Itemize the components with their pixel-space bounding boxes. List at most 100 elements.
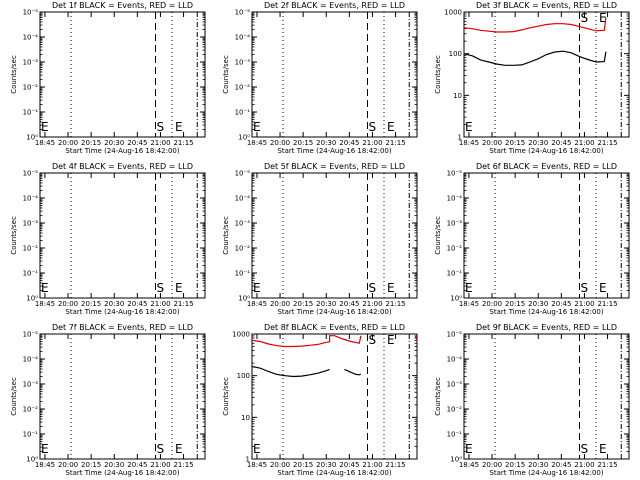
y-tick-label: 10⁻³ [23, 381, 39, 389]
y-tick-label: 10⁻¹ [23, 431, 39, 439]
y-tick-label: 10⁻⁵ [447, 170, 463, 178]
end-marker: E [387, 281, 395, 295]
x-tick-label: 20:45 [127, 461, 147, 469]
x-tick-label: 20:00 [270, 139, 290, 147]
x-tick-label: 20:00 [270, 300, 290, 308]
x-axis-label: Start Time (24-Aug-16 18:42:00) [489, 147, 603, 155]
x-tick-label: 20:45 [127, 139, 147, 147]
x-tick-label: 20:45 [339, 461, 359, 469]
left-edge-marker: E [41, 442, 49, 456]
chart-title: Det 5f BLACK = Events, RED = LLD [264, 162, 405, 171]
start-marker: S [369, 333, 377, 347]
left-edge-marker: E [465, 281, 473, 295]
chart-panel-7: Det 7f BLACK = Events, RED = LLD 10⁰ 10⁻¹ 1… [10, 323, 206, 477]
x-tick-label: 20:30 [528, 300, 548, 308]
y-tick-label: 100 [237, 372, 250, 380]
x-tick-label: 21:15 [597, 300, 617, 308]
x-tick-label: 21:15 [173, 300, 193, 308]
y-tick-label: 10⁻³ [23, 220, 39, 228]
x-tick-label: 20:45 [551, 139, 571, 147]
y-tick-label: 10⁻³ [235, 59, 251, 67]
plot-frame [39, 172, 206, 299]
chart-title: Det 1f BLACK = Events, RED = LLD [52, 1, 193, 10]
x-tick-label: 21:00 [150, 139, 170, 147]
x-tick-label: 18:45 [459, 300, 479, 308]
x-tick-label: 20:15 [293, 139, 313, 147]
end-marker: E [599, 442, 607, 456]
chart-panel-2: Det 2f BLACK = Events, RED = LLD 10⁰ 10⁻¹ 1… [222, 1, 418, 155]
chart-title: Det 2f BLACK = Events, RED = LLD [264, 1, 405, 10]
y-tick-label: 10⁻⁵ [23, 9, 39, 17]
x-tick-label: 20:00 [482, 461, 502, 469]
x-tick-label: 20:00 [58, 461, 78, 469]
y-axis-label: Counts/sec [222, 55, 230, 94]
x-tick-label: 21:15 [597, 461, 617, 469]
y-tick-label: 10⁻³ [23, 59, 39, 67]
chart-title: Det 3f BLACK = Events, RED = LLD [476, 1, 617, 10]
y-tick-label: 10⁰ [26, 456, 38, 464]
left-edge-marker: E [253, 281, 261, 295]
x-axis-label: Start Time (24-Aug-16 18:42:00) [489, 469, 603, 477]
chart-panel-1: Det 1f BLACK = Events, RED = LLD 10⁰ 10⁻¹ 1… [10, 1, 206, 155]
start-marker: S [581, 11, 589, 25]
series-line-4 [414, 335, 418, 341]
y-tick-label: 1000 [232, 331, 250, 339]
y-tick-label: 10⁻⁵ [235, 9, 251, 17]
x-tick-label: 20:45 [551, 300, 571, 308]
x-tick-label: 20:45 [339, 300, 359, 308]
y-tick-label: 1 [458, 134, 462, 142]
x-tick-label: 20:15 [81, 461, 101, 469]
y-tick-label: 10 [453, 92, 462, 100]
end-marker: E [387, 333, 395, 347]
end-marker: E [175, 442, 183, 456]
y-tick-label: 10⁻² [23, 84, 39, 92]
end-marker: E [387, 120, 395, 134]
y-axis-label: Counts/sec [434, 216, 442, 255]
x-tick-label: 21:15 [173, 461, 193, 469]
x-tick-label: 20:30 [104, 461, 124, 469]
x-tick-label: 20:30 [528, 461, 548, 469]
start-marker: S [157, 442, 165, 456]
x-tick-label: 21:00 [150, 300, 170, 308]
y-tick-label: 10⁰ [238, 295, 250, 303]
y-axis-label: Counts/sec [222, 216, 230, 255]
plot-frame [39, 11, 206, 138]
x-tick-label: 20:30 [316, 461, 336, 469]
x-tick-label: 18:45 [459, 139, 479, 147]
x-tick-label: 18:45 [247, 461, 267, 469]
x-axis-label: Start Time (24-Aug-16 18:42:00) [65, 469, 179, 477]
plot-frame [39, 333, 206, 460]
chart-title: Det 7f BLACK = Events, RED = LLD [52, 323, 193, 332]
x-tick-label: 21:15 [385, 300, 405, 308]
y-tick-label: 10⁰ [450, 456, 462, 464]
y-tick-label: 10⁻⁴ [235, 34, 251, 42]
end-marker: E [599, 281, 607, 295]
x-tick-label: 20:00 [482, 300, 502, 308]
chart-panel-8: Det 8f BLACK = Events, RED = LLD 1 10 100 10… [222, 323, 418, 477]
start-marker: S [581, 281, 589, 295]
x-tick-label: 20:00 [58, 139, 78, 147]
x-tick-label: 21:15 [385, 461, 405, 469]
y-tick-label: 10⁻¹ [23, 270, 39, 278]
x-tick-label: 20:30 [104, 139, 124, 147]
y-tick-label: 1 [246, 456, 250, 464]
chart-panel-3: Det 3f BLACK = Events, RED = LLD 1 10 100 10… [434, 1, 630, 155]
x-tick-label: 20:15 [81, 300, 101, 308]
chart-panel-9: Det 9f BLACK = Events, RED = LLD 10⁰ 10⁻¹ 1… [434, 323, 630, 477]
plot-frame [251, 172, 418, 299]
series-line-2 [251, 365, 330, 378]
y-tick-label: 10⁻⁵ [23, 331, 39, 339]
chart-panel-6: Det 6f BLACK = Events, RED = LLD 10⁰ 10⁻¹ 1… [434, 162, 630, 316]
chart-panel-4: Det 4f BLACK = Events, RED = LLD 10⁰ 10⁻¹ 1… [10, 162, 206, 316]
y-tick-label: 10⁻² [23, 245, 39, 253]
x-tick-label: 18:45 [247, 300, 267, 308]
y-tick-label: 10⁻⁴ [23, 34, 39, 42]
x-axis-label: Start Time (24-Aug-16 18:42:00) [65, 308, 179, 316]
plot-frame [251, 11, 418, 138]
y-tick-label: 10⁻¹ [235, 270, 251, 278]
x-tick-label: 20:15 [505, 139, 525, 147]
y-tick-label: 10⁰ [238, 134, 250, 142]
x-tick-label: 20:45 [127, 300, 147, 308]
x-tick-label: 18:45 [35, 139, 55, 147]
x-tick-label: 18:45 [459, 461, 479, 469]
